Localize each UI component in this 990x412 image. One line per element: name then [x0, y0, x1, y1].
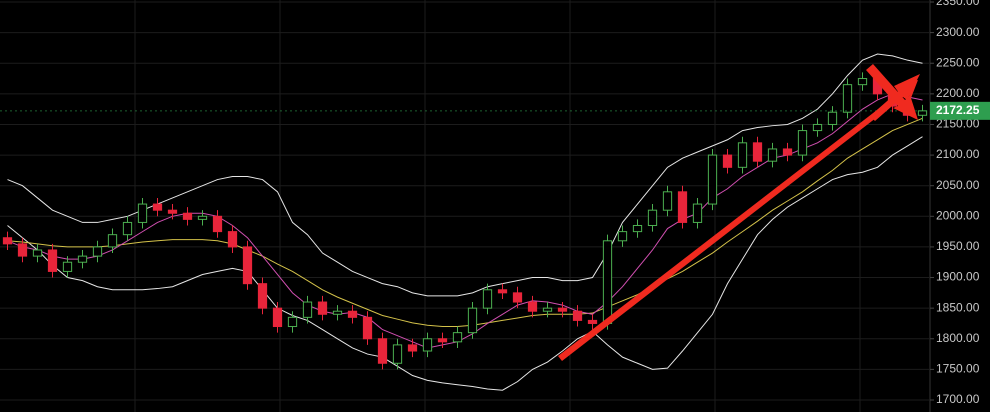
candle-body: [782, 148, 793, 156]
candle-body: [512, 292, 523, 303]
candle-body: [317, 301, 328, 315]
candle-body: [32, 249, 43, 257]
candle-body: [767, 148, 778, 162]
plot: [0, 1, 930, 401]
candle-body: [392, 344, 403, 364]
candle-body: [92, 246, 103, 257]
candle-body: [527, 301, 538, 312]
candle-body: [737, 142, 748, 168]
candle-body: [692, 203, 703, 223]
candle-body: [227, 231, 238, 248]
candle-body: [572, 310, 583, 321]
y-tick-label: 2150.00: [936, 117, 980, 131]
candle-body: [62, 261, 73, 272]
candle-body: [2, 237, 13, 245]
arrow-down: [866, 64, 918, 120]
candle-body: [287, 316, 298, 328]
last-price-box: [930, 101, 990, 120]
candle-body: [347, 310, 358, 318]
candle-body: [797, 130, 808, 156]
candle-body: [557, 307, 568, 312]
candle-body: [827, 111, 838, 125]
y-tick-label: 2250.00: [936, 55, 980, 69]
y-tick-label: 1850.00: [936, 300, 980, 314]
indicator-line: [7, 136, 923, 391]
y-tick-label: 2050.00: [936, 178, 980, 192]
candle-body: [77, 255, 88, 263]
candle-body: [107, 234, 118, 248]
arrow-cross: [870, 80, 918, 121]
candle-body: [257, 283, 268, 309]
candle-body: [677, 191, 688, 223]
vertical-grid: [134, 0, 861, 412]
candle-body: [467, 307, 478, 334]
arrow-up-trend: [558, 74, 920, 361]
candle-body: [497, 289, 508, 294]
candle-body: [167, 209, 178, 214]
candle-body: [137, 203, 148, 223]
y-tick-label: 1900.00: [936, 270, 980, 284]
last-price-label: 2172.25: [936, 103, 980, 117]
y-tick-label: 2300.00: [936, 25, 980, 39]
indicator-line: [7, 117, 923, 328]
candle-body: [542, 307, 553, 312]
candle-body: [182, 212, 193, 220]
candle-body: [632, 224, 643, 233]
candle-body: [857, 78, 868, 86]
y-tick-label: 2200.00: [936, 86, 980, 100]
candle-body: [407, 344, 418, 352]
candle-body: [707, 154, 718, 205]
candle-body: [842, 84, 853, 113]
candle-body: [332, 310, 343, 315]
y-tick-label: 1950.00: [936, 239, 980, 253]
candle-body: [647, 209, 658, 226]
candle-body: [602, 240, 613, 324]
annotation-arrows: [558, 64, 920, 361]
candle-body: [482, 289, 493, 309]
candle-body: [587, 319, 598, 324]
candle-body: [362, 316, 373, 340]
y-tick-label: 1800.00: [936, 331, 980, 345]
indicator-line: [7, 53, 923, 297]
candle-body: [17, 243, 28, 257]
candle-body: [242, 246, 253, 285]
candle-body: [122, 221, 133, 236]
candle-body: [422, 338, 433, 352]
candle-body: [662, 191, 673, 211]
candle-body: [197, 215, 208, 220]
candle-body: [437, 338, 448, 343]
candle-body: [752, 142, 763, 162]
candle-body: [722, 154, 733, 168]
y-tick-label: 1750.00: [936, 362, 980, 376]
candle-body: [812, 123, 823, 132]
price-axis: 1700.00 1750.00 1800.00 1850.00 1900.00 1950.…: [930, 0, 990, 406]
candle-body: [377, 338, 388, 364]
candle-body: [917, 110, 928, 116]
y-tick-label: 1700.00: [936, 392, 980, 406]
candle-body: [272, 307, 283, 328]
candle-body: [452, 332, 463, 343]
candle-body: [302, 301, 313, 318]
y-tick-label: 2350.00: [936, 0, 980, 8]
y-tick-label: 2100.00: [936, 147, 980, 161]
candle-body: [617, 231, 628, 242]
candle-body: [212, 215, 223, 233]
y-tick-label: 2000.00: [936, 208, 980, 222]
candle-body: [47, 249, 58, 272]
candle-body: [152, 203, 163, 211]
